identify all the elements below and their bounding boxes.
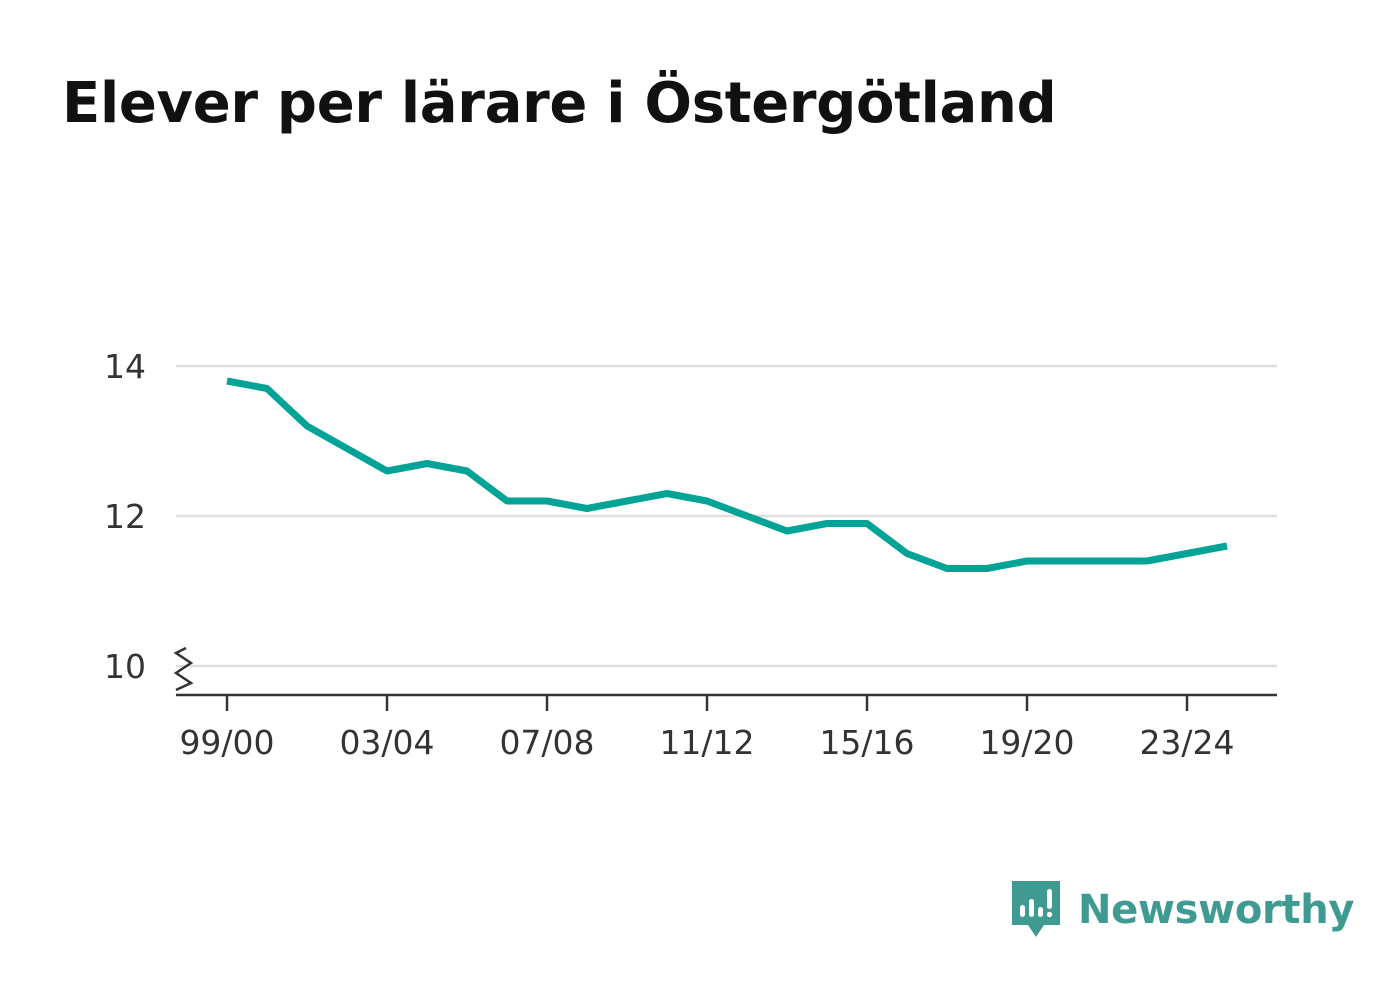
- series-line-0: [226, 377, 1228, 572]
- brand: Newsworthy: [1010, 878, 1355, 942]
- x-tick-label: 07/08: [499, 723, 594, 762]
- x-tick-label: 11/12: [659, 723, 754, 762]
- x-tick-label: 99/00: [179, 723, 274, 762]
- x-tick-label: 23/24: [1139, 723, 1234, 762]
- newsworthy-logo-icon: [1012, 881, 1060, 937]
- x-tick-label: 03/04: [339, 723, 434, 762]
- x-tick-label: 19/20: [979, 723, 1074, 762]
- gridlines: [176, 364, 1277, 668]
- y-axis-ticks: 10 12 14: [104, 347, 194, 692]
- brand-name: Newsworthy: [1078, 887, 1355, 933]
- y-tick-label-12: 12: [104, 497, 146, 536]
- y-axis-break-icon: [173, 646, 194, 692]
- y-tick-label-10: 10: [104, 647, 146, 686]
- x-axis: 99/00 03/04 07/08 11/12 15/16 19/20 23/24: [176, 693, 1277, 762]
- chart-title: Elever per lärare i Östergötland: [62, 71, 1057, 136]
- x-tick-label: 15/16: [819, 723, 914, 762]
- series-group: [226, 377, 1228, 572]
- y-tick-label-14: 14: [104, 347, 146, 386]
